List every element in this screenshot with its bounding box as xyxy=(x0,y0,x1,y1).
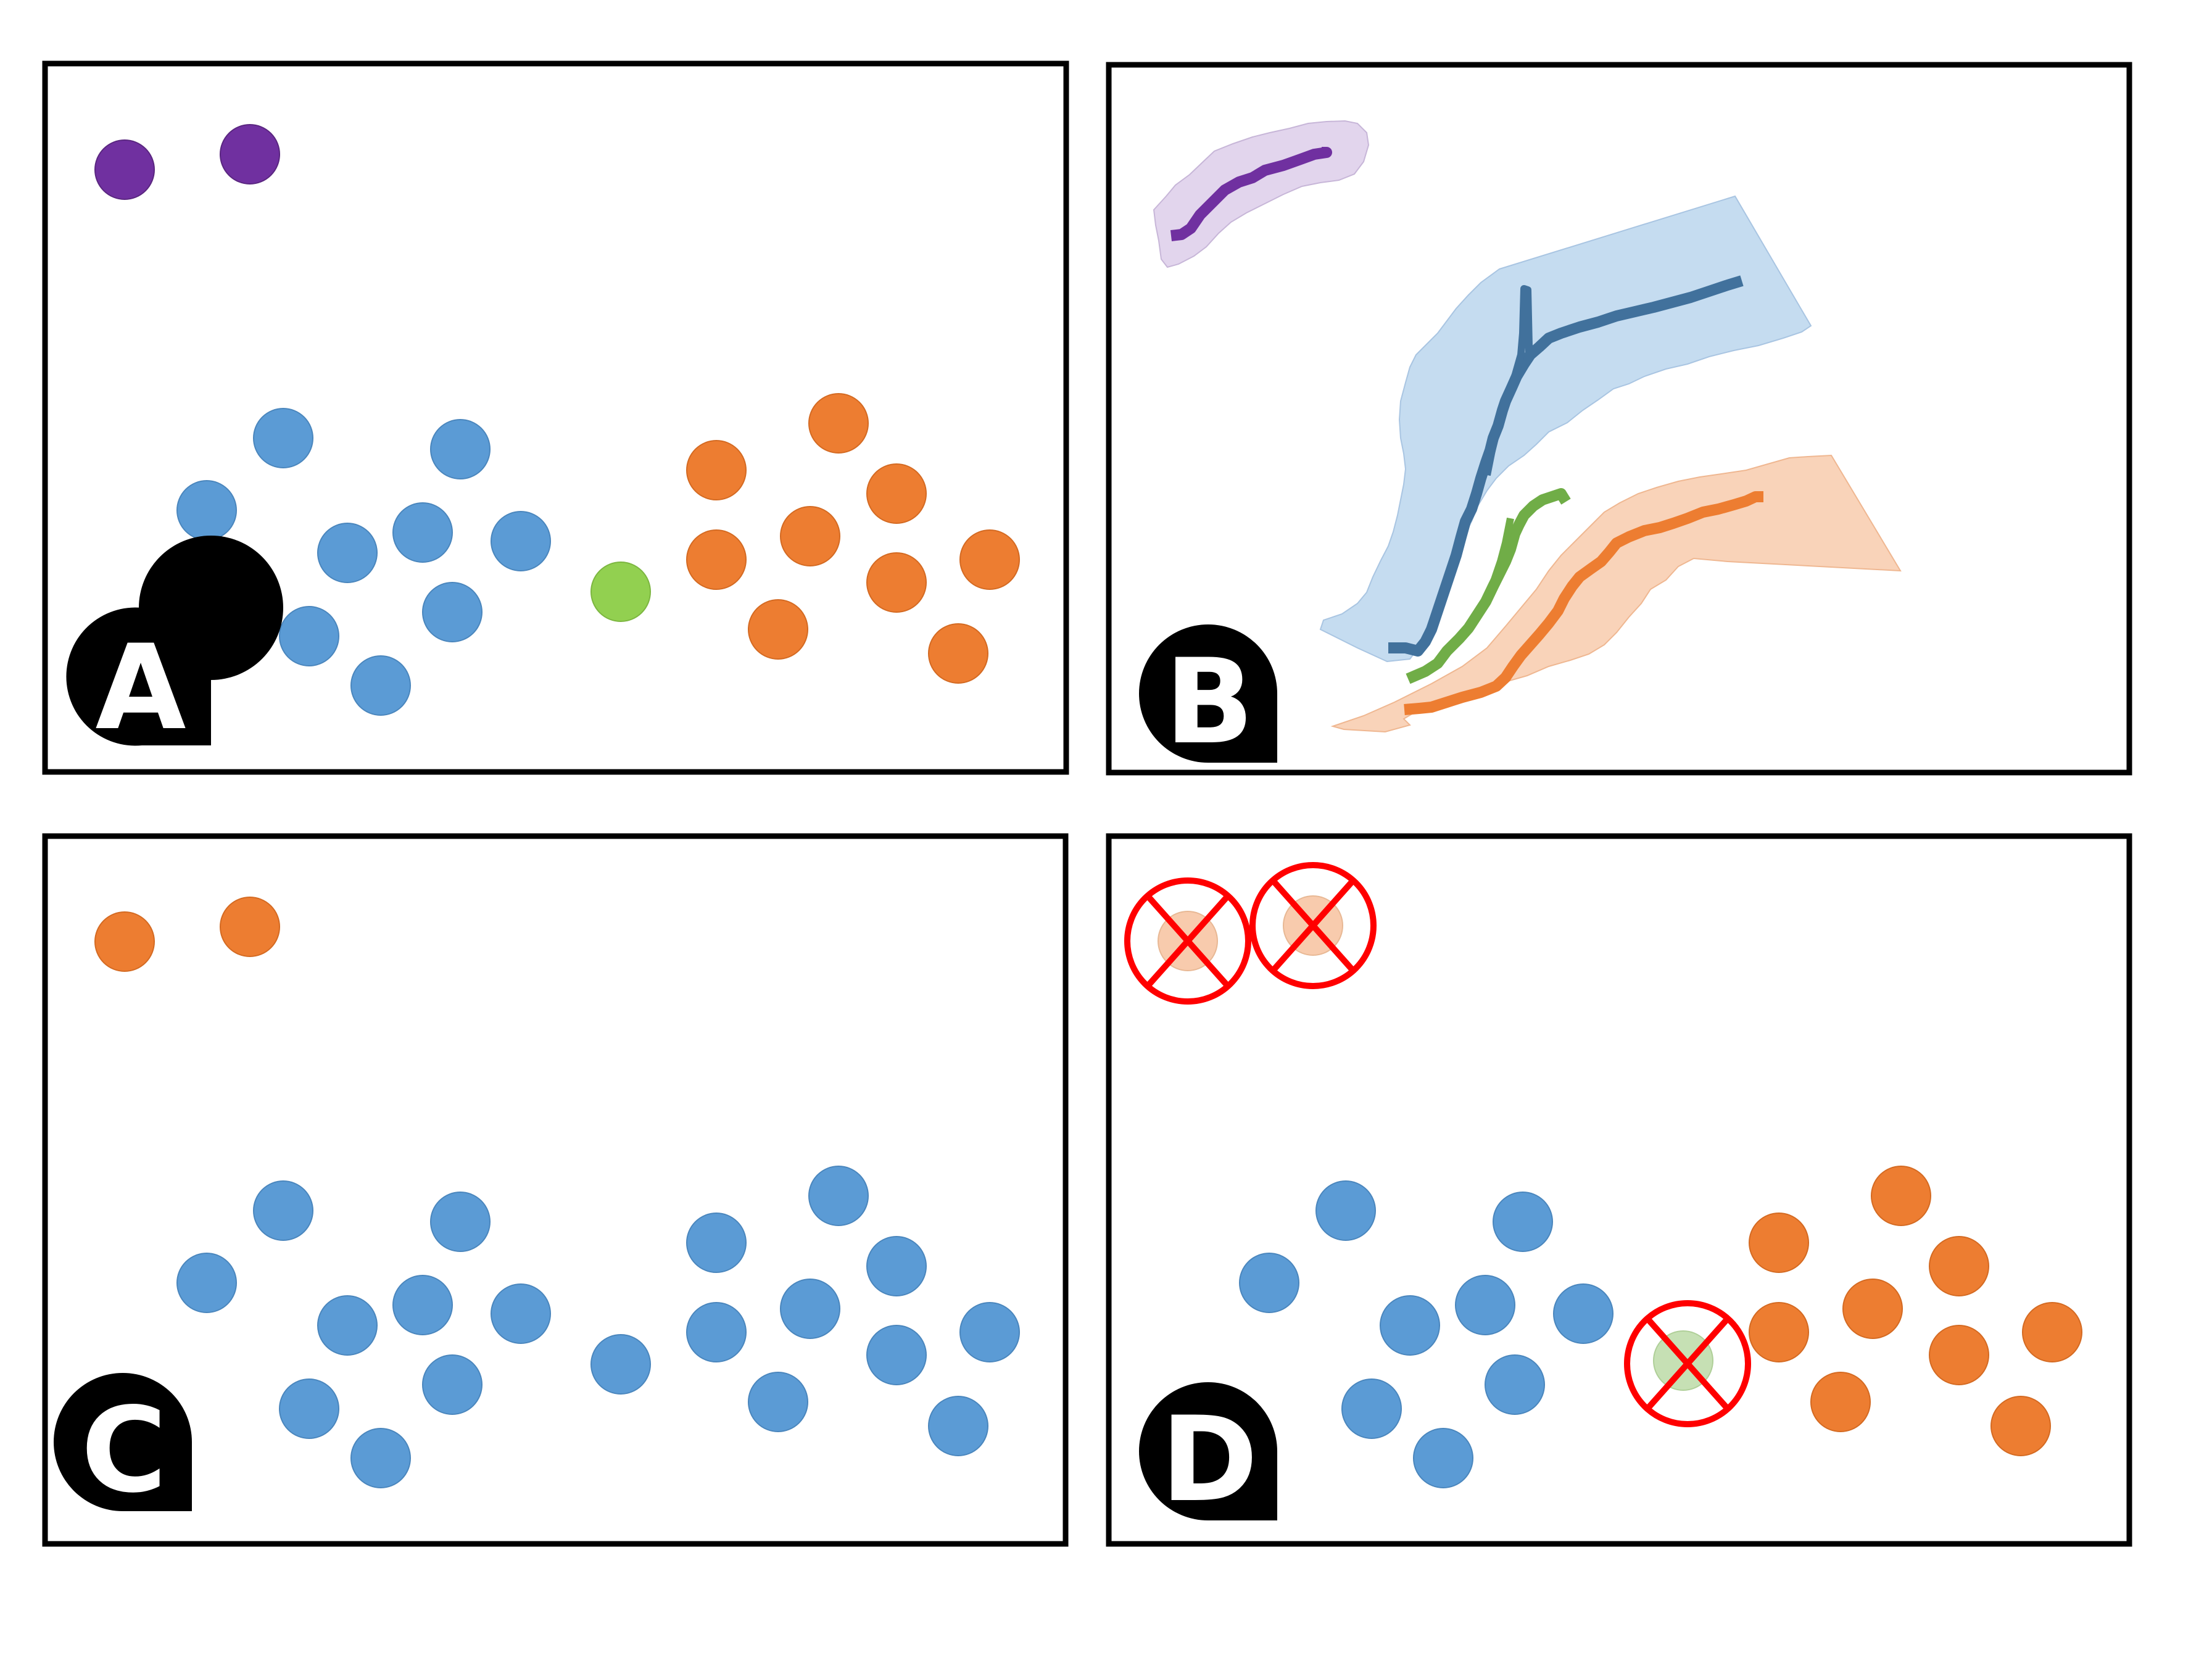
point-blue xyxy=(1455,1275,1515,1335)
panel-b: B xyxy=(1106,62,2132,776)
panel-a-frame xyxy=(42,60,1069,775)
point-blue xyxy=(422,582,483,642)
point-blue xyxy=(350,1428,411,1488)
purple-region xyxy=(1153,120,1370,268)
panel-a: A xyxy=(42,60,1069,775)
point-blue xyxy=(176,1253,237,1313)
point-orange xyxy=(959,529,1020,590)
red-cross-line xyxy=(1145,893,1230,989)
point-orange xyxy=(1842,1279,1903,1339)
red-cross-line xyxy=(1270,878,1356,973)
point-orange xyxy=(1929,1236,1989,1296)
point-orange xyxy=(1810,1372,1871,1432)
point-blue xyxy=(866,1236,927,1296)
panel-d: D xyxy=(1106,833,2132,1547)
point-blue xyxy=(430,419,491,479)
point-orange xyxy=(748,599,808,660)
point-blue xyxy=(176,480,237,541)
point-blue xyxy=(317,523,378,583)
point-blue xyxy=(1485,1354,1545,1415)
letter-badge: A xyxy=(66,536,283,756)
removed-point xyxy=(1124,877,1251,1005)
point-blue xyxy=(279,1378,339,1439)
point-green xyxy=(590,562,651,622)
point-orange xyxy=(866,463,927,524)
point-blue xyxy=(866,1325,927,1385)
point-purple xyxy=(94,139,155,200)
point-blue xyxy=(1341,1378,1402,1439)
point-blue xyxy=(590,1334,651,1395)
point-orange xyxy=(928,623,988,684)
point-orange xyxy=(780,506,840,566)
point-orange xyxy=(2022,1302,2082,1362)
point-blue xyxy=(1315,1180,1376,1241)
point-blue xyxy=(1493,1192,1553,1252)
panel-c-frame xyxy=(42,833,1069,1547)
badge-shape xyxy=(1139,624,1277,763)
panel-d-frame xyxy=(1106,833,2132,1547)
point-orange xyxy=(808,393,869,454)
point-orange xyxy=(1990,1396,2051,1456)
point-blue xyxy=(253,408,313,468)
point-blue xyxy=(808,1166,869,1226)
point-blue xyxy=(1413,1428,1473,1488)
panel-label: A xyxy=(95,620,186,756)
panel-label: C xyxy=(81,1382,167,1519)
point-blue xyxy=(959,1302,1020,1362)
point-orange xyxy=(686,529,747,590)
point-orange xyxy=(686,440,747,500)
point-blue xyxy=(748,1372,808,1432)
point-orange xyxy=(1749,1302,1809,1362)
purple-branch xyxy=(1170,147,1332,241)
panel-c-points xyxy=(94,897,1020,1488)
point-orange xyxy=(94,911,155,972)
point-blue xyxy=(686,1213,747,1273)
point-blue xyxy=(491,1283,551,1344)
point-blue xyxy=(350,655,411,716)
point-blue xyxy=(1239,1253,1299,1313)
removed-point xyxy=(1624,1300,1751,1427)
letter-badge: D xyxy=(1139,1382,1277,1528)
point-blue xyxy=(422,1354,483,1415)
point-purple xyxy=(220,124,280,184)
point-orange xyxy=(866,552,927,613)
point-blue xyxy=(491,511,551,571)
orange-branch xyxy=(1404,491,1763,715)
point-orange xyxy=(220,897,280,957)
panel-label: D xyxy=(1161,1391,1258,1528)
badge-shape xyxy=(1139,1382,1277,1520)
panel-a-points xyxy=(94,124,1020,716)
panel-label: B xyxy=(1165,634,1254,770)
point-orange xyxy=(1749,1213,1809,1273)
panel-c: C xyxy=(42,833,1069,1547)
blue-spur xyxy=(1483,285,1533,476)
point-blue xyxy=(317,1295,378,1356)
point-blue xyxy=(1380,1295,1440,1356)
badge-shape xyxy=(66,607,211,746)
point-blue xyxy=(1553,1283,1613,1344)
badge-shape xyxy=(54,1373,192,1511)
point-blue xyxy=(430,1192,491,1252)
red-cross-line xyxy=(1645,1316,1730,1411)
point-blue xyxy=(928,1396,988,1456)
panel-b-frame xyxy=(1106,62,2132,776)
point-orange xyxy=(1871,1166,1931,1226)
point-blue xyxy=(392,1275,453,1335)
red-cross-circle-icon xyxy=(1124,877,1251,1005)
point-orange xyxy=(1929,1325,1989,1385)
green-branch xyxy=(1406,488,1571,684)
letter-badge: B xyxy=(1139,624,1277,770)
panel-d-points xyxy=(1239,1166,2082,1488)
point-blue xyxy=(253,1180,313,1241)
letter-badge: C xyxy=(54,1373,192,1519)
green-spur xyxy=(1489,517,1514,584)
point-blue xyxy=(279,606,339,666)
removed-point xyxy=(1249,862,1377,989)
red-cross-circle-icon xyxy=(1624,1300,1751,1427)
point-blue xyxy=(780,1279,840,1339)
point-blue xyxy=(686,1302,747,1362)
red-cross-circle-icon xyxy=(1249,862,1377,989)
point-blue xyxy=(392,502,453,563)
